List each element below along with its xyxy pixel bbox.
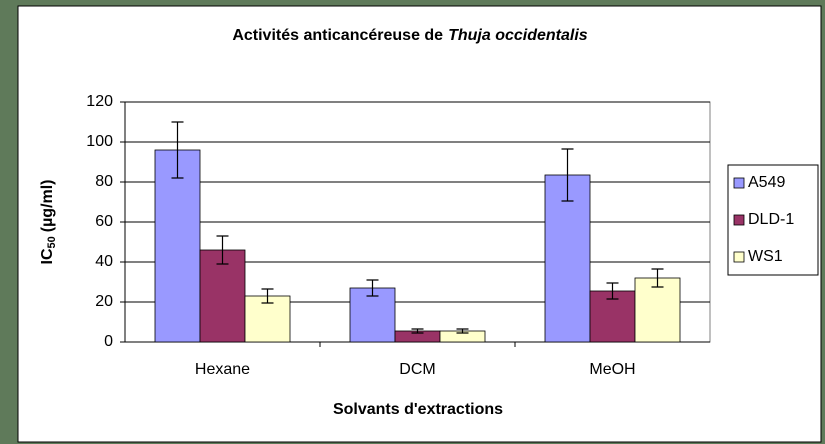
x-tick-label: DCM (399, 361, 435, 378)
y-tick-label: 20 (95, 293, 113, 310)
title-text: Activités anticancéreuse de (232, 27, 443, 44)
legend-swatch (734, 178, 744, 188)
y-tick-label: 0 (104, 333, 113, 350)
y-axis-label: IC50 (µg/ml) (39, 179, 58, 264)
y-label-unit: (µg/ml) (39, 179, 56, 232)
y-tick-label: 60 (95, 213, 113, 230)
legend-swatch (734, 215, 744, 225)
chart: Activités anticancéreuse de Thuja occiden… (0, 0, 825, 444)
legend-label: DLD-1 (748, 211, 794, 228)
x-axis-label: Solvants d'extractions (333, 401, 503, 418)
y-tick-label: 100 (86, 133, 113, 150)
legend-swatch (734, 252, 744, 262)
y-label-sub: 50 (46, 236, 58, 248)
y-tick-label: 80 (95, 173, 113, 190)
bar (155, 150, 200, 342)
y-tick-label: 120 (86, 93, 113, 110)
y-tick-label: 40 (95, 253, 113, 270)
page: Activités anticancéreuse de Thuja occiden… (0, 0, 825, 444)
chart-title: Activités anticancéreuse de Thuja occiden… (232, 27, 587, 44)
title-italic: Thuja occidentalis (448, 27, 588, 44)
x-tick-label: MeOH (589, 361, 635, 378)
y-label-main: IC (39, 248, 56, 264)
legend-label: WS1 (748, 248, 783, 265)
x-tick-label: Hexane (195, 361, 250, 378)
legend-label: A549 (748, 174, 785, 191)
